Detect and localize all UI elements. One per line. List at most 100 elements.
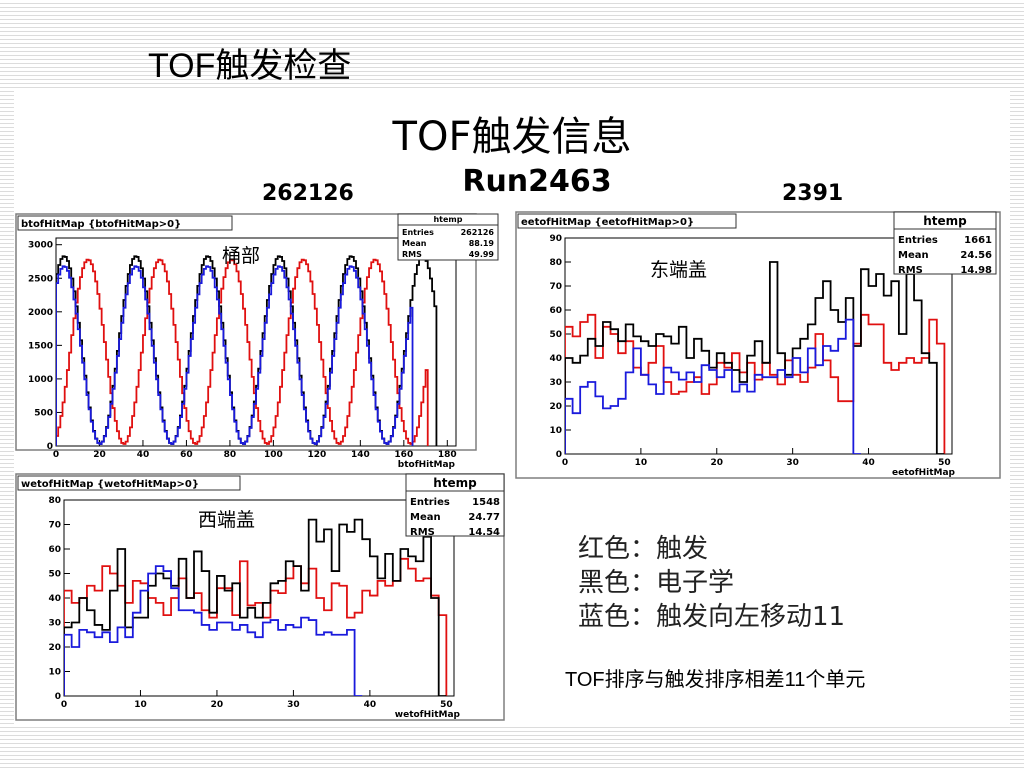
- eetof-series-blue: [565, 318, 861, 454]
- eetof-stats-name: htemp: [923, 214, 967, 228]
- wetof-region-label: 西端盖: [198, 509, 255, 531]
- btof-xtick-label-2: 40: [137, 450, 150, 460]
- wetof-stats-value-2: 14.54: [468, 527, 500, 538]
- eetof-ytick-label-5: 50: [549, 330, 562, 340]
- eetof-xlabel: eetofHitMap: [892, 468, 956, 478]
- eetof-xtick-label-4: 40: [862, 458, 875, 468]
- eetof-series-black: [565, 261, 945, 454]
- wetof-ytick-label-5: 50: [48, 570, 61, 580]
- btof-stats-name: htemp: [433, 215, 462, 224]
- btof-xtick-label-6: 120: [307, 450, 326, 460]
- wetof-plot-area: [63, 499, 455, 697]
- wetof-ytick-label-0: 0: [55, 692, 61, 702]
- btof-xtick-label-9: 180: [438, 450, 457, 460]
- btof-plot-area: [55, 237, 457, 447]
- btof-stats-box: [397, 213, 499, 261]
- legend-red: 红色：触发: [578, 534, 709, 564]
- btof-xlabel: btofHitMap: [398, 460, 456, 470]
- wetof-ytick-label-8: 80: [48, 496, 61, 506]
- eetof-stats-box: [893, 211, 997, 275]
- eetof-stats-key-0: Entries: [898, 235, 938, 246]
- btof-stats-key-2: RMS: [402, 250, 422, 259]
- btof-stats-value-1: 88.19: [469, 239, 495, 248]
- wetof-xtick-label-1: 10: [134, 700, 147, 710]
- order-note: TOF排序与触发排序相差11个单元: [565, 669, 866, 691]
- eetof-ytick-label-1: 10: [549, 426, 562, 436]
- btof-title: btofHitMap {btofHitMap>0}: [21, 219, 181, 230]
- btof-ytick-label-5: 2500: [28, 274, 53, 284]
- btof-xtick-label-3: 60: [180, 450, 193, 460]
- eetof-stats-key-2: RMS: [898, 265, 923, 276]
- btof-ytick-label-6: 3000: [28, 241, 53, 251]
- btof-ytick-label-4: 2000: [28, 308, 53, 318]
- eetof-ytick-label-3: 30: [549, 378, 562, 388]
- btof-ytick-label-2: 1000: [28, 375, 53, 385]
- wetof-xtick-label-0: 0: [61, 700, 67, 710]
- figure-heading: TOF触发信息: [392, 114, 632, 160]
- eetof-series-red: [565, 313, 946, 454]
- eetof-xtick-label-1: 10: [635, 458, 648, 468]
- eetof-xtick-label-3: 30: [786, 458, 799, 468]
- eetof-ytick-label-6: 60: [549, 306, 562, 316]
- btof-stats-value-0: 262126: [461, 228, 495, 237]
- eetof-region-label: 东端盖: [650, 259, 707, 281]
- wetof-stats-value-0: 1548: [472, 497, 500, 508]
- wetof-stats-key-1: Mean: [410, 512, 441, 523]
- btof-ytick-label-3: 1500: [28, 341, 53, 351]
- btof-ytick-label-1: 500: [34, 408, 53, 418]
- wetof-stats-name: htemp: [433, 476, 477, 490]
- wetof-ytick-label-7: 70: [48, 521, 61, 531]
- eetof-stats-key-1: Mean: [898, 250, 929, 261]
- wetof-ytick-label-2: 20: [48, 643, 61, 653]
- btof-stats-key-0: Entries: [402, 228, 434, 237]
- eetof-ytick-label-0: 0: [556, 450, 562, 460]
- btof-xtick-label-7: 140: [351, 450, 370, 460]
- eetof-title-box: [517, 213, 737, 229]
- btof-xtick-label-0: 0: [53, 450, 59, 460]
- eetof-count-black: 2391: [782, 181, 844, 206]
- wetof-ytick-label-6: 60: [48, 545, 61, 555]
- btof-stats-key-1: Mean: [402, 239, 427, 248]
- run-label: Run2463: [462, 164, 612, 199]
- wetof-series-blue: [64, 565, 363, 696]
- eetof-xtick-label-5: 50: [938, 458, 951, 468]
- btof-series-red: [56, 258, 429, 446]
- slide-title: TOF触发检查: [148, 47, 352, 85]
- wetof-ytick-label-3: 30: [48, 619, 61, 629]
- btof-xtick-label-4: 80: [224, 450, 237, 460]
- legend-black: 黑色：电子学: [578, 568, 735, 598]
- legend-blue: 蓝色：触发向左移动11: [578, 602, 846, 632]
- eetof-plot-area: [564, 237, 953, 455]
- wetof-stats-key-2: RMS: [410, 527, 435, 538]
- wetof-series-black: [64, 518, 447, 696]
- btof-title-box: [17, 215, 233, 231]
- wetof-ytick-label-1: 10: [48, 668, 61, 678]
- eetof-ytick-label-2: 20: [549, 402, 562, 412]
- wetof-xtick-label-4: 40: [364, 700, 377, 710]
- color-legend: 红色：触发 黑色：电子学 蓝色：触发向左移动11: [578, 532, 845, 634]
- wetof-title: wetofHitMap {wetofHitMap>0}: [21, 479, 199, 490]
- btof-xtick-label-5: 100: [264, 450, 283, 460]
- wetof-xtick-label-2: 20: [211, 700, 224, 710]
- eetof-stats-value-0: 1661: [964, 235, 992, 246]
- wetof-stats-key-0: Entries: [410, 497, 450, 508]
- btof-region-label: 桶部: [222, 245, 260, 267]
- eetof-title: eetofHitMap {eetofHitMap>0}: [521, 217, 694, 228]
- eetof-xtick-label-2: 20: [710, 458, 723, 468]
- wetof-xtick-label-5: 50: [440, 700, 453, 710]
- btof-ytick-label-0: 0: [47, 442, 53, 452]
- btof-xtick-label-1: 20: [93, 450, 106, 460]
- wetof-stats-box: [405, 473, 505, 537]
- eetof-xtick-label-0: 0: [562, 458, 568, 468]
- eetof-ytick-label-4: 40: [549, 354, 562, 364]
- wetof-xtick-label-3: 30: [287, 700, 300, 710]
- btof-xtick-label-8: 160: [394, 450, 413, 460]
- btof-stats-value-2: 49.99: [469, 250, 495, 259]
- eetof-stats-value-1: 24.56: [960, 250, 992, 261]
- wetof-ytick-label-4: 40: [48, 594, 61, 604]
- wetof-title-box: [17, 475, 241, 491]
- btof-series-blue: [56, 265, 414, 446]
- eetof-ytick-label-9: 90: [549, 234, 562, 244]
- wetof-xlabel: wetofHitMap: [395, 710, 461, 720]
